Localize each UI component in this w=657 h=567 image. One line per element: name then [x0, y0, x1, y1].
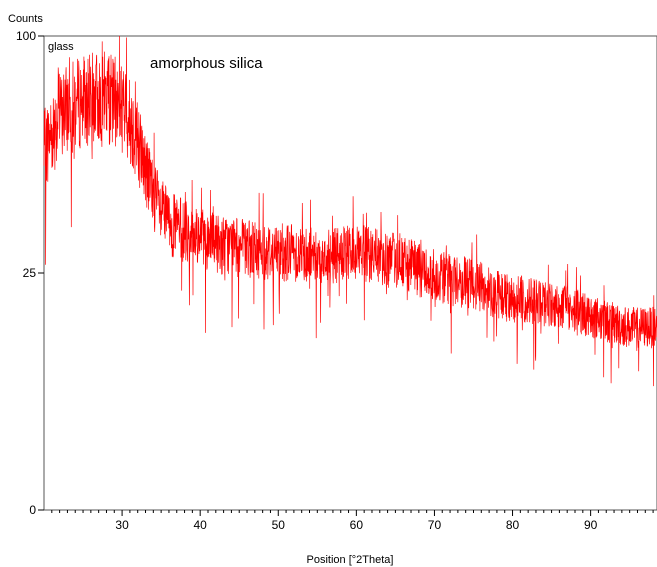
axes-layer: 30 40 50 60 70 80 90 0 25 100: [16, 29, 654, 532]
plot-area: [43, 35, 657, 511]
x-tick-label: 80: [506, 518, 520, 532]
x-tick-label: 30: [115, 518, 129, 532]
series-line: [43, 35, 657, 387]
annotation-amorphous-silica: amorphous silica: [150, 55, 263, 72]
x-tick-label: 50: [272, 518, 286, 532]
x-axis-title: Position [°2Theta]: [307, 554, 394, 566]
x-tick-label: 60: [350, 518, 364, 532]
y-tick-label: 25: [23, 266, 37, 280]
x-tick-label: 70: [428, 518, 442, 532]
y-tick-label: 100: [16, 29, 36, 43]
x-tick-label: 40: [193, 518, 207, 532]
y-axis-title: Counts: [8, 13, 43, 25]
y-tick-label: 0: [29, 503, 36, 517]
sample-label: glass: [48, 41, 74, 53]
series-layer: [43, 35, 657, 387]
x-tick-label: 90: [584, 518, 598, 532]
